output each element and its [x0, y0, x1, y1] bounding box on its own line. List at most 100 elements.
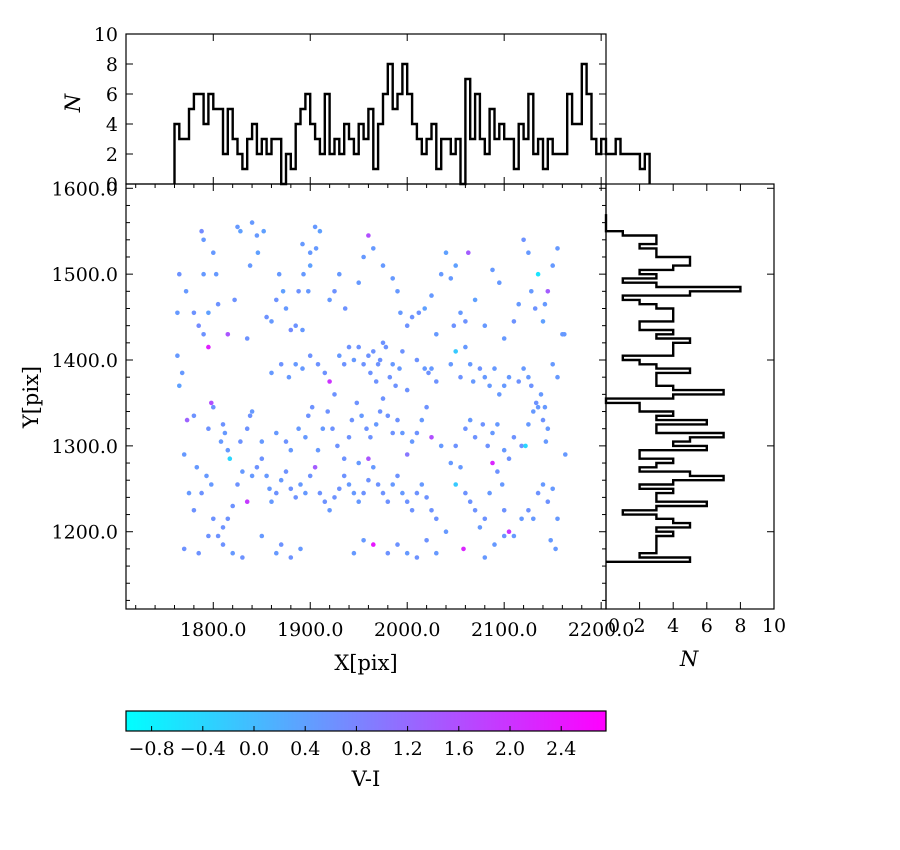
scatter-point	[298, 546, 303, 552]
scatter-point	[380, 396, 386, 401]
scatter-point	[286, 374, 292, 380]
scatter-point	[390, 430, 396, 436]
scatter-point	[526, 374, 531, 380]
scatter-point	[244, 499, 250, 505]
scatter-point	[267, 486, 272, 492]
right-hist-x-tick-label: 4	[667, 615, 679, 637]
colorbar-frame	[125, 710, 607, 732]
scatter-point	[526, 422, 531, 427]
scatter-point	[332, 289, 337, 294]
scatter-point	[419, 417, 425, 423]
colorbar-tick-label: 2.4	[546, 738, 576, 760]
scatter-point	[303, 435, 308, 440]
scatter-point	[390, 482, 396, 487]
scatter-point	[366, 233, 371, 238]
scatter-point	[280, 289, 286, 294]
y-tick-label: 1200.0	[52, 522, 118, 544]
scatter-point	[540, 482, 546, 487]
scatter-point	[516, 379, 521, 384]
scatter-point	[312, 465, 318, 470]
scatter-point	[300, 241, 305, 247]
scatter-point	[368, 435, 373, 440]
scatter-point	[470, 379, 476, 384]
scatter-point	[293, 495, 299, 500]
colorbar-tick-label: 2.0	[495, 738, 525, 760]
scatter-point	[222, 430, 228, 436]
right-histogram-x-axis-label: N	[679, 647, 699, 671]
scatter-point	[337, 271, 342, 277]
scatter-point	[438, 443, 444, 449]
scatter-point	[249, 220, 255, 225]
scatter-point	[356, 460, 362, 466]
scatter-point	[506, 374, 512, 380]
scatter-point	[550, 486, 555, 492]
scatter-point	[296, 289, 301, 294]
scatter-point	[492, 542, 497, 547]
scatter-point	[181, 452, 187, 457]
scatter-point	[312, 224, 318, 230]
scatter-point	[356, 344, 362, 350]
scatter-point	[443, 529, 449, 534]
scatter-point	[542, 301, 548, 307]
scatter-point	[259, 439, 265, 444]
scatter-point	[434, 332, 439, 337]
scatter-point	[307, 250, 313, 255]
scatter-point	[532, 306, 538, 311]
scatter-point	[264, 314, 269, 320]
scatter-point	[206, 310, 211, 316]
scatter-point	[238, 439, 243, 444]
scatter-point	[393, 383, 398, 389]
scatter-point	[300, 366, 305, 371]
scatter-point	[395, 289, 400, 294]
scatter-point	[463, 319, 468, 324]
colorbar-ticks: −0.8 −0.4 0.0 0.4 0.8 1.2 1.6 2.0 2.4	[129, 726, 576, 760]
scatter-point	[366, 456, 371, 462]
top-histogram-ticks: 0 2 4 6 8 10	[94, 24, 606, 196]
right-histogram-frame	[605, 183, 775, 610]
scatter-point	[555, 516, 560, 522]
scatter-point	[181, 546, 187, 552]
scatter-point	[563, 452, 568, 457]
scatter-point	[526, 508, 531, 513]
scatter-point	[349, 417, 355, 423]
scatter-point	[404, 550, 410, 556]
scatter-point	[523, 443, 528, 449]
scatter-point	[368, 370, 373, 376]
scatter-point	[506, 529, 512, 534]
scatter-point	[356, 499, 362, 505]
scatter-point	[487, 383, 492, 389]
scatter-point	[531, 409, 536, 414]
scatter-point	[375, 362, 381, 367]
scatter-point	[416, 310, 422, 316]
scatter-point	[196, 550, 201, 556]
scatter-point	[414, 430, 420, 436]
scatter-point	[211, 404, 216, 410]
scatter-point	[501, 533, 507, 539]
scatter-point	[361, 362, 366, 367]
scatter-point	[426, 370, 431, 376]
scatter-point	[341, 473, 347, 479]
scatter-point	[501, 336, 507, 341]
scatter-point	[184, 417, 190, 423]
scatter-point	[548, 538, 553, 543]
y-tick-label: 1300.0	[52, 436, 118, 458]
scatter-point	[196, 323, 201, 329]
scatter-point	[371, 246, 376, 251]
scatter-point	[186, 490, 192, 496]
scatter-point	[443, 250, 449, 255]
scatter-point	[274, 297, 279, 303]
x-tick-label: 1900.0	[277, 619, 343, 641]
scatter-point	[538, 392, 544, 397]
scatter-y-axis-label: Y[pix]	[19, 366, 43, 429]
scatter-point	[191, 508, 197, 513]
right-hist-x-tick-label: 2	[634, 615, 646, 637]
scatter-point	[206, 344, 211, 350]
scatter-point	[346, 344, 352, 350]
scatter-point	[307, 473, 313, 479]
scatter-point	[377, 357, 383, 363]
scatter-point	[361, 490, 366, 496]
scatter-point	[254, 233, 260, 238]
scatter-point	[497, 280, 502, 286]
scatter-point	[293, 362, 299, 367]
top-hist-y-tick-label: 6	[106, 84, 118, 106]
